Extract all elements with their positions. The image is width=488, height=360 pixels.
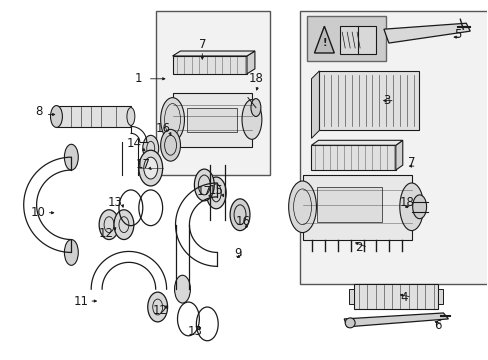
Polygon shape <box>311 140 402 145</box>
Text: 6: 6 <box>433 319 440 332</box>
Ellipse shape <box>288 181 316 233</box>
Ellipse shape <box>345 318 354 328</box>
Text: 7: 7 <box>407 156 415 168</box>
Bar <box>319 71 418 130</box>
Ellipse shape <box>399 183 423 231</box>
Bar <box>311 145 395 170</box>
Text: 12: 12 <box>153 305 168 318</box>
Text: 9: 9 <box>234 247 241 260</box>
Ellipse shape <box>230 199 249 231</box>
Ellipse shape <box>194 169 214 201</box>
Ellipse shape <box>206 177 225 209</box>
Ellipse shape <box>99 210 119 239</box>
Text: !: ! <box>322 38 326 48</box>
Ellipse shape <box>64 144 78 170</box>
Bar <box>438 289 443 304</box>
Text: 8: 8 <box>35 105 42 118</box>
Text: 15: 15 <box>208 184 223 197</box>
Bar <box>302 175 411 239</box>
Ellipse shape <box>412 195 426 219</box>
Ellipse shape <box>50 105 62 127</box>
Text: 10: 10 <box>31 206 46 219</box>
Text: 17: 17 <box>135 158 150 171</box>
Bar <box>306 16 385 61</box>
Polygon shape <box>383 23 469 43</box>
Ellipse shape <box>143 157 157 179</box>
Bar <box>172 93 251 147</box>
Text: 2: 2 <box>355 241 362 254</box>
Ellipse shape <box>127 108 135 125</box>
Polygon shape <box>344 313 447 327</box>
Text: 11: 11 <box>74 294 89 307</box>
Text: 13: 13 <box>187 325 203 338</box>
Ellipse shape <box>139 150 163 186</box>
Bar <box>155 11 269 175</box>
Bar <box>187 108 237 132</box>
Text: 3: 3 <box>383 94 390 107</box>
Text: 13: 13 <box>107 196 122 209</box>
Text: 4: 4 <box>399 291 407 303</box>
Text: 1: 1 <box>135 72 142 85</box>
Text: 16: 16 <box>156 122 171 135</box>
Ellipse shape <box>147 292 167 322</box>
Text: 18: 18 <box>248 72 263 85</box>
Ellipse shape <box>161 129 180 161</box>
Bar <box>299 11 487 284</box>
Bar <box>353 284 438 309</box>
Bar <box>348 289 353 304</box>
Bar <box>172 56 246 74</box>
Polygon shape <box>311 71 319 138</box>
Ellipse shape <box>242 100 262 139</box>
Text: 14: 14 <box>126 137 141 150</box>
Polygon shape <box>314 26 334 53</box>
Ellipse shape <box>161 98 184 141</box>
Text: 5: 5 <box>453 28 460 41</box>
Bar <box>56 105 131 127</box>
Bar <box>340 26 375 54</box>
Ellipse shape <box>174 275 190 303</box>
Ellipse shape <box>250 99 260 117</box>
Ellipse shape <box>114 210 134 239</box>
Text: 12: 12 <box>99 227 113 240</box>
Polygon shape <box>172 51 254 56</box>
Text: 16: 16 <box>235 215 250 228</box>
Polygon shape <box>395 140 402 170</box>
Text: 17: 17 <box>196 185 211 198</box>
Text: 18: 18 <box>399 196 413 209</box>
Ellipse shape <box>64 239 78 265</box>
Ellipse shape <box>142 135 158 161</box>
Text: 7: 7 <box>198 37 205 50</box>
Polygon shape <box>246 51 254 74</box>
Bar <box>317 187 381 222</box>
